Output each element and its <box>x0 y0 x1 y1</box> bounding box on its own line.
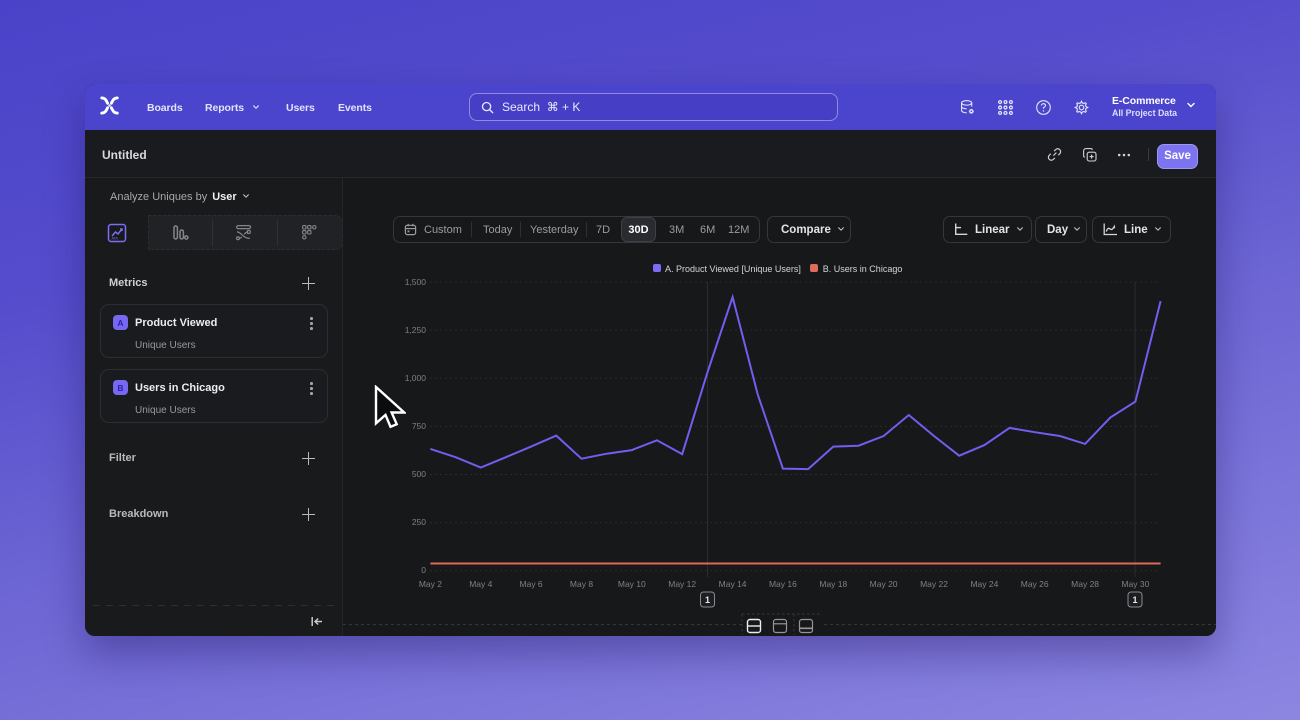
svg-text:May 8: May 8 <box>570 579 593 589</box>
svg-text:May 28: May 28 <box>1071 579 1099 589</box>
svg-text:May 22: May 22 <box>920 579 948 589</box>
svg-text:1: 1 <box>1132 595 1137 605</box>
svg-text:750: 750 <box>412 421 426 431</box>
svg-text:May 10: May 10 <box>618 579 646 589</box>
svg-text:1,250: 1,250 <box>405 325 427 335</box>
svg-text:May 20: May 20 <box>870 579 898 589</box>
svg-text:May 4: May 4 <box>469 579 492 589</box>
svg-text:May 2: May 2 <box>419 579 442 589</box>
svg-text:May 24: May 24 <box>970 579 998 589</box>
svg-text:May 30: May 30 <box>1121 579 1149 589</box>
svg-text:500: 500 <box>412 469 426 479</box>
svg-text:May 16: May 16 <box>769 579 797 589</box>
svg-text:ATA: ATA <box>112 236 119 240</box>
svg-text:May 18: May 18 <box>819 579 847 589</box>
svg-text:1: 1 <box>705 595 710 605</box>
svg-text:250: 250 <box>412 517 426 527</box>
svg-text:0: 0 <box>421 565 426 575</box>
svg-text:1,500: 1,500 <box>405 277 427 287</box>
svg-text:May 26: May 26 <box>1021 579 1049 589</box>
svg-text:May 12: May 12 <box>668 579 696 589</box>
svg-text:May 14: May 14 <box>719 579 747 589</box>
svg-text:1,000: 1,000 <box>405 373 427 383</box>
svg-text:May 6: May 6 <box>520 579 543 589</box>
